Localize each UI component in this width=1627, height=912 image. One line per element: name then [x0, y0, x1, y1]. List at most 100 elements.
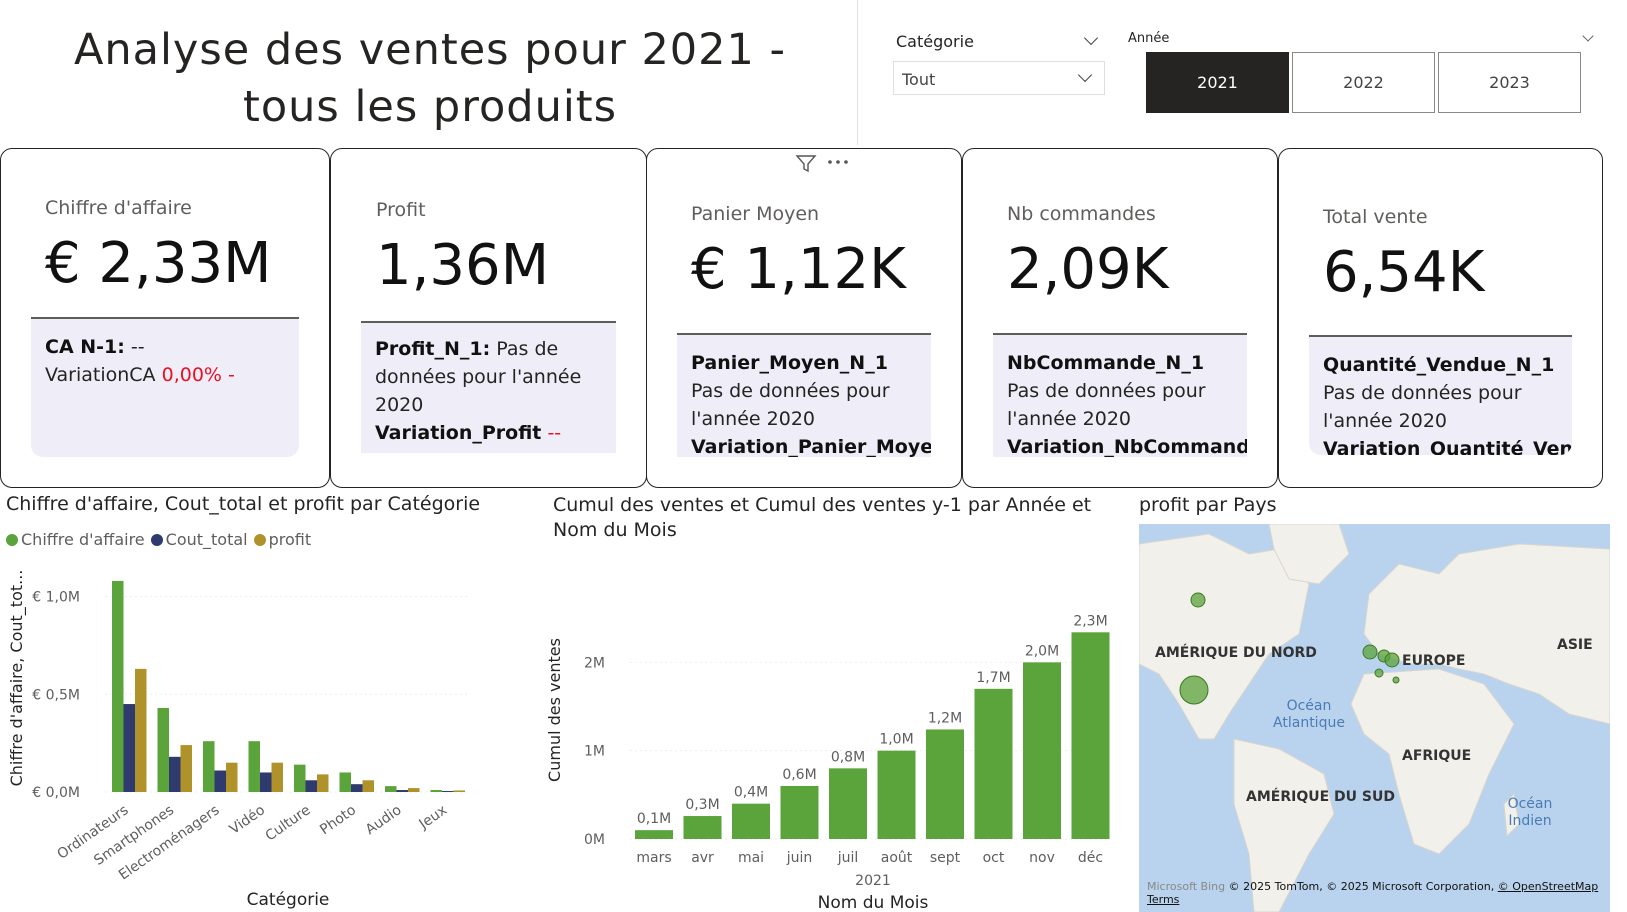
bar-chiffredaffaire[interactable] — [385, 786, 397, 792]
card-label: Chiffre d'affaire — [45, 197, 192, 219]
variation-label: Variation_Quantité_Vendue — [1323, 438, 1572, 455]
bar-couttotal[interactable] — [442, 791, 454, 792]
bar-cumul-ventes[interactable] — [732, 803, 770, 839]
continent-label-europe: EUROPE — [1402, 653, 1466, 669]
bar-cumul-ventes[interactable] — [683, 816, 722, 839]
legend-item-chiffre-affaire[interactable]: Chiffre d'affaire — [6, 530, 145, 549]
x-axis-title: Catégorie — [247, 890, 330, 910]
bar-cumul-ventes[interactable] — [877, 750, 916, 839]
y-axis-title: Chiffre d'affaire, Cout_tot... — [7, 570, 27, 787]
data-label: 2,3M — [1073, 613, 1107, 629]
bar-cumul-ventes[interactable] — [1071, 632, 1110, 839]
annee-slicer-label: Année — [1128, 31, 1170, 46]
data-label: 1,2M — [928, 710, 962, 726]
south-america-shape — [1233, 738, 1335, 912]
profit-bubble-usa — [1179, 675, 1209, 705]
profit-bubble-spain — [1374, 668, 1384, 678]
bar-chiffredaffaire[interactable] — [339, 772, 352, 792]
chart1-title: Chiffre d'affaire, Cout_total et profit … — [6, 493, 481, 515]
bar-couttotal[interactable] — [169, 756, 181, 792]
card-reference-box: Quantité_Vendue_N_1 Pas de données pour … — [1309, 337, 1572, 455]
bar-couttotal[interactable] — [260, 772, 272, 792]
more-options-icon[interactable] — [827, 159, 849, 165]
continent-label-south-america: AMÉRIQUE DU SUD — [1246, 789, 1395, 805]
categorie-collapse-chevron-icon[interactable] — [1083, 30, 1099, 46]
bar-profit[interactable] — [362, 780, 375, 792]
greenland-shape — [1268, 524, 1350, 585]
card-divider — [677, 333, 931, 335]
year-button-2022[interactable]: 2022 — [1292, 52, 1435, 113]
legend-item-profit[interactable]: profit — [253, 530, 311, 549]
y-tick-label: € 0,0M — [32, 785, 80, 801]
bar-cumul-ventes[interactable] — [635, 830, 673, 839]
data-label: 0,3M — [685, 797, 719, 813]
map-attribution: Microsoft Bing © 2025 TomTom, © 2025 Mic… — [1147, 880, 1610, 906]
bar-profit[interactable] — [226, 762, 238, 792]
map-title: profit par Pays — [1139, 494, 1277, 516]
map-landmass — [1139, 524, 1610, 912]
kpi-card-chiffre-affaire[interactable]: Chiffre d'affaire € 2,33M CA N-1: -- Var… — [0, 148, 330, 488]
ref-value: Pas de données pour l'année 2020 — [1007, 380, 1206, 430]
bar-couttotal[interactable] — [305, 780, 318, 792]
legend-item-cout-total[interactable]: Cout_total — [150, 530, 248, 549]
card-divider — [361, 321, 616, 323]
bar-profit[interactable] — [135, 668, 147, 792]
bar-chiffredaffaire[interactable] — [248, 741, 261, 792]
variation-value: 0,00% - — [161, 364, 235, 386]
kpi-card-profit[interactable]: Profit 1,36M Profit_N_1: Pas de données … — [330, 148, 647, 488]
legend-dot-icon — [150, 533, 163, 546]
bar-couttotal[interactable] — [214, 770, 227, 793]
bar-profit[interactable] — [317, 774, 329, 792]
profit-bubble-france — [1384, 652, 1400, 668]
card-value: 1,36M — [376, 233, 550, 298]
osm-link[interactable]: © OpenStreetMap — [1497, 880, 1599, 893]
bar-profit[interactable] — [453, 790, 466, 792]
bar-cumul-ventes[interactable] — [974, 688, 1013, 839]
page-title-line2: tous les produits — [242, 82, 618, 132]
bar-profit[interactable] — [271, 762, 284, 792]
year-button-2023[interactable]: 2023 — [1438, 52, 1581, 113]
ref-title: Panier_Moyen_N_1 — [691, 352, 888, 374]
kpi-card-panier-moyen[interactable]: Panier Moyen € 1,12K Panier_Moyen_N_1 Pa… — [646, 148, 962, 488]
categorie-dropdown[interactable]: Tout — [893, 61, 1105, 95]
card-label: Panier Moyen — [691, 203, 820, 225]
card-value: € 2,33M — [45, 231, 272, 296]
cumul-ventes-bar-chart[interactable]: 0M 1M 2M 0,1M mars 0,3M avr 0,4M mai 0,6M juin 0,8M… — [540, 552, 1120, 912]
x-tick-label: déc — [1078, 850, 1103, 866]
bar-cumul-ventes[interactable] — [1023, 662, 1061, 839]
kpi-card-total-vente[interactable]: Total vente 6,54K Quantité_Vendue_N_1 Pa… — [1278, 148, 1603, 488]
bar-cumul-ventes[interactable] — [829, 768, 867, 839]
bar-couttotal[interactable] — [123, 704, 136, 792]
data-label: 0,8M — [831, 749, 865, 765]
legend-dot-icon — [6, 533, 18, 546]
bar-cumul-ventes[interactable] — [780, 786, 819, 839]
category-bar-chart[interactable]: € 0,0M€ 0,5M€ 1,0MOrdinateursSmartphones… — [0, 560, 540, 912]
y-tick-label: € 0,5M — [32, 687, 80, 703]
map-copyright: © 2025 TomTom, © 2025 Microsoft Corporat… — [1228, 880, 1495, 893]
bar-couttotal[interactable] — [351, 784, 363, 792]
card-value: 6,54K — [1323, 240, 1485, 305]
x-tick-label: Vidéo — [227, 802, 268, 838]
bar-cumul-ventes[interactable] — [926, 729, 964, 839]
africa-shape — [1350, 668, 1515, 855]
bar-couttotal[interactable] — [396, 790, 409, 792]
bar-chiffredaffaire[interactable] — [430, 790, 443, 792]
legend-dot-icon — [253, 533, 266, 546]
annee-collapse-chevron-icon[interactable] — [1582, 30, 1594, 42]
ref-value: Pas de données pour l'année 2020 — [691, 380, 890, 430]
profit-map[interactable]: AMÉRIQUE DU NORD EUROPE ASIE AFRIQUE AMÉ… — [1139, 524, 1610, 912]
x-tick-label: août — [881, 850, 913, 866]
terms-link[interactable]: Terms — [1147, 893, 1180, 906]
card-value: 2,09K — [1007, 237, 1169, 302]
data-label: 0,6M — [782, 767, 816, 783]
bar-chiffredaffaire[interactable] — [203, 741, 215, 792]
bar-chiffredaffaire[interactable] — [157, 707, 170, 792]
bar-chiffredaffaire[interactable] — [294, 764, 306, 792]
kpi-card-nb-commandes[interactable]: Nb commandes 2,09K NbCommande_N_1 Pas de… — [962, 148, 1278, 488]
bar-profit[interactable] — [180, 745, 193, 792]
year-button-2021[interactable]: 2021 — [1146, 52, 1289, 113]
bar-chiffredaffaire[interactable] — [112, 580, 124, 792]
x-tick-label: juil — [837, 850, 859, 866]
filter-icon[interactable] — [795, 153, 817, 173]
bar-profit[interactable] — [408, 788, 420, 792]
